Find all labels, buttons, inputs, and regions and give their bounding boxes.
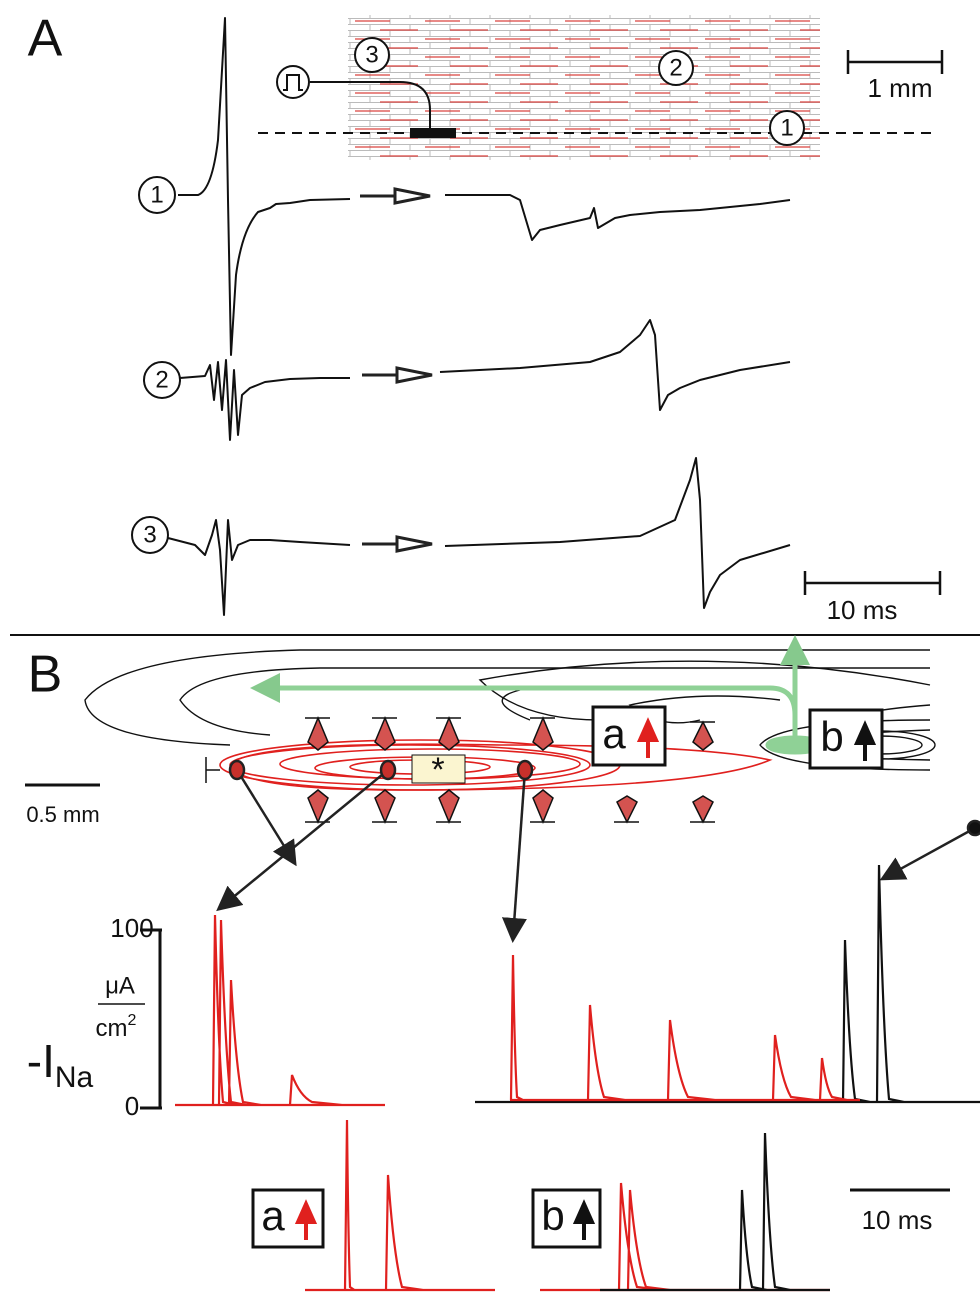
box-b: b — [808, 708, 884, 770]
panel-label: B — [28, 646, 63, 704]
stim-site — [411, 754, 466, 784]
axis-label-sub: Na — [55, 1061, 94, 1094]
unit-base: cm — [96, 1015, 128, 1042]
current-trace — [475, 864, 980, 1104]
scale-label: 0.5 mm — [26, 802, 99, 827]
current-trace — [509, 954, 860, 1102]
axis-label: -INa — [27, 1035, 94, 1094]
stim-star: * — [431, 751, 444, 789]
trace — [444, 457, 791, 609]
tick-label: 100 — [110, 913, 153, 943]
box-b-small: b — [531, 1188, 602, 1249]
tissue-inset-fibers — [348, 15, 820, 160]
stim-electrode — [410, 128, 456, 138]
site-circle — [658, 50, 694, 86]
stim-lead — [310, 81, 431, 133]
scale-bar — [803, 571, 942, 595]
box-a: a — [591, 705, 667, 767]
site-label: 1 — [780, 114, 793, 141]
cell-icons — [205, 716, 715, 824]
pulse-symbol — [283, 74, 303, 91]
site-circle — [769, 110, 805, 146]
site-label: 2 — [669, 54, 682, 81]
trace — [167, 519, 351, 616]
unit-power: 2 — [128, 1012, 137, 1029]
scale-label: 10 ms — [827, 595, 898, 625]
reentry-contours — [219, 739, 773, 791]
box-a-small: a — [251, 1188, 325, 1249]
axis-label-main: -I — [27, 1035, 55, 1087]
unit-denominator: cm2 — [96, 1012, 137, 1042]
arrow — [360, 187, 431, 205]
trace — [179, 359, 350, 441]
current-axis: 0 100 — [110, 913, 162, 1121]
scale-label: 1 mm — [868, 73, 933, 103]
arrow — [362, 535, 433, 553]
current-trace — [305, 1119, 495, 1292]
scale-bar — [846, 50, 944, 74]
trace — [439, 319, 791, 411]
box-label: b — [541, 1192, 564, 1239]
trace-marker — [138, 176, 176, 214]
current-trace — [600, 1132, 830, 1292]
inset-sites: 3 2 1 — [354, 37, 805, 146]
current-traces — [175, 864, 980, 1292]
site-label: 3 — [365, 41, 378, 68]
time-arrows — [360, 187, 433, 553]
trace-label: 1 — [150, 181, 163, 208]
probe-arrows — [216, 759, 980, 943]
trace-label: 3 — [143, 521, 156, 548]
trace — [445, 194, 791, 241]
unit-numerator: μA — [105, 972, 135, 999]
arrow — [362, 366, 433, 384]
current-trace — [175, 914, 385, 1107]
stim-icon — [276, 65, 310, 99]
scale-label: 10 ms — [862, 1205, 933, 1235]
box-label: a — [602, 710, 626, 757]
box-label: b — [820, 713, 843, 760]
tick-label: 0 — [125, 1091, 139, 1121]
panel-label: A — [28, 10, 63, 68]
trace-label: 2 — [155, 366, 168, 393]
trace-marker — [131, 516, 169, 554]
site-circle — [354, 37, 390, 73]
trace — [178, 17, 351, 356]
trace-marker — [143, 361, 181, 399]
box-label: a — [261, 1192, 285, 1239]
